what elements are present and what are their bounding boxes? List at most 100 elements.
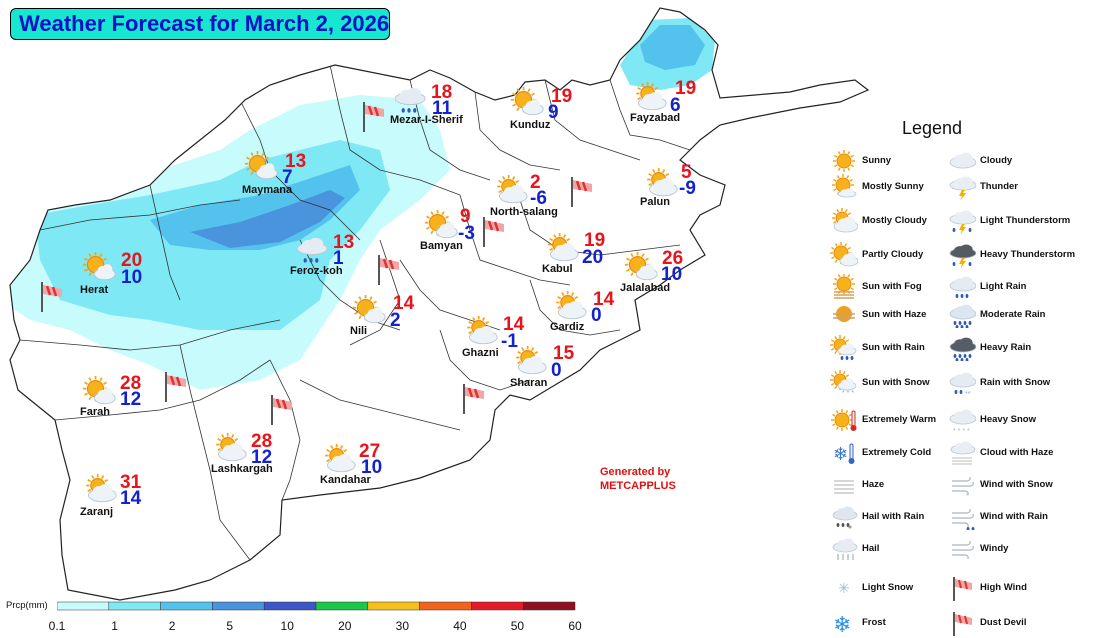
light-rain-icon — [392, 85, 426, 113]
colorbar-segment — [161, 602, 213, 610]
colorbar-segment — [264, 602, 316, 610]
legend-label: Heavy Snow — [980, 414, 1036, 425]
city-label-kunduz: Kunduz — [510, 119, 550, 131]
legend-label: Hail with Rain — [862, 511, 924, 522]
city-label-gardiz: Gardiz — [550, 321, 584, 333]
mostly-cloudy-icon — [213, 433, 247, 461]
legend-item-thunder: Thunder — [948, 174, 1100, 202]
mostly-cloudy-icon — [513, 346, 547, 374]
high-wind-icon — [360, 100, 386, 134]
legend-label: Hail — [862, 543, 879, 554]
legend-item-dust-devil: Dust Devil — [948, 610, 1100, 638]
legend-label: Rain with Snow — [980, 377, 1050, 388]
high-wind-icon — [38, 280, 64, 314]
min-temp-farah: 12 — [120, 391, 141, 409]
city-label-bamyan: Bamyan — [420, 240, 463, 252]
legend-item-heavy-rain: Heavy Rain — [948, 335, 1100, 363]
colorbar-segment — [316, 602, 368, 610]
legend-label: Extremely Cold — [862, 447, 931, 458]
legend-label: Extremely Warm — [862, 414, 936, 425]
colorbar-segment — [471, 602, 523, 610]
legend-label: Heavy Rain — [980, 342, 1031, 353]
partly-cloudy-icon — [424, 210, 458, 238]
legend-label: Mostly Sunny — [862, 181, 924, 192]
legend-label: Cloud with Haze — [980, 447, 1053, 458]
colorbar-tick: 50 — [511, 619, 524, 633]
high-wind-icon — [568, 175, 594, 209]
partly-cloudy-icon — [352, 295, 386, 323]
legend-label: Light Rain — [980, 281, 1026, 292]
legend-label: Sun with Rain — [862, 342, 925, 353]
legend-item-light-thunderstorm: Light Thunderstorm — [948, 208, 1100, 236]
city-label-kabul: Kabul — [542, 263, 573, 275]
partly-cloudy-icon — [624, 252, 658, 280]
min-temp-herat: 10 — [121, 269, 142, 287]
min-temp-kabul: 20 — [582, 249, 603, 267]
high-wind-icon — [480, 215, 506, 249]
legend-item-wind-with-snow: * Wind with Snow — [948, 472, 1100, 500]
legend-label: Sun with Fog — [862, 281, 922, 292]
min-temp-kunduz: 9 — [548, 104, 559, 122]
svg-text:* * *: * * * — [842, 390, 854, 396]
legend-label: Thunder — [980, 181, 1018, 192]
min-temp-sharan: 0 — [551, 362, 562, 380]
legend-item-rain-with-snow: ** Rain with Snow — [948, 370, 1100, 398]
legend-label: Sun with Haze — [862, 309, 926, 320]
colorbar-label: Prcp(mm) — [6, 600, 48, 611]
colorbar-segment — [420, 602, 472, 610]
svg-text:* * * *: * * * * — [953, 428, 970, 433]
high-wind-icon — [375, 253, 401, 287]
colorbar-tick: 20 — [338, 619, 351, 633]
legend-item-light-rain: Light Rain — [948, 274, 1100, 302]
legend-label: Mostly Cloudy — [862, 215, 927, 226]
legend-label: Dust Devil — [980, 617, 1026, 628]
colorbar-tick: 40 — [453, 619, 466, 633]
legend-item-cloudy: Cloudy — [948, 148, 1100, 176]
partly-cloudy-icon — [82, 252, 116, 280]
high-wind-icon — [460, 382, 486, 416]
svg-text:✳: ✳ — [838, 580, 850, 596]
mostly-cloudy-icon — [545, 233, 579, 261]
city-label-ghazni: Ghazni — [462, 347, 499, 359]
generated-by-line2: METCAPPLUS — [600, 479, 676, 493]
legend-label: Wind with Rain — [980, 511, 1048, 522]
colorbar-segment — [523, 602, 575, 610]
legend-item-wind-with-rain: Wind with Rain — [948, 504, 1100, 532]
legend-label: Heavy Thunderstorm — [980, 249, 1075, 260]
min-temp-mezar-i-sherif: 11 — [432, 100, 452, 118]
legend-item-windy: Windy — [948, 536, 1100, 564]
city-label-herat: Herat — [80, 284, 108, 296]
min-temp-gardiz: 0 — [591, 307, 602, 325]
svg-text:❄: ❄ — [833, 612, 851, 636]
legend-label: Cloudy — [980, 155, 1012, 166]
min-temp-kandahar: 10 — [361, 459, 382, 477]
legend-label: Moderate Rain — [980, 309, 1045, 320]
colorbar-tick: 0.1 — [49, 619, 66, 633]
min-temp-north-salang: -6 — [530, 190, 547, 208]
city-label-palun: Palun — [640, 196, 670, 208]
legend-title: Legend — [902, 118, 962, 139]
mostly-cloudy-icon — [464, 316, 498, 344]
city-label-north-salang: North-salang — [490, 206, 558, 218]
generated-by-line1: Generated by — [600, 465, 676, 479]
legend-label: Haze — [862, 479, 884, 490]
high-wind-icon — [162, 370, 188, 404]
city-label-zaranj: Zaranj — [80, 506, 113, 518]
partly-cloudy-icon — [244, 151, 278, 179]
partly-cloudy-icon — [510, 87, 544, 115]
generated-by: Generated by METCAPPLUS — [600, 465, 676, 493]
legend-label: High Wind — [980, 582, 1027, 593]
precipitation-colorbar — [57, 601, 577, 611]
legend-label: Partly Cloudy — [862, 249, 923, 260]
colorbar-tick: 10 — [281, 619, 294, 633]
min-temp-palun: -9 — [679, 180, 696, 198]
min-temp-feroz-koh: 1 — [333, 250, 344, 268]
mostly-cloudy-icon — [644, 168, 678, 196]
colorbar-tick: 2 — [169, 619, 176, 633]
legend-label: Sun with Snow — [862, 377, 930, 388]
colorbar-segment — [57, 602, 109, 610]
legend-label: Frost — [862, 617, 886, 628]
colorbar-tick: 5 — [226, 619, 233, 633]
colorbar-segment — [212, 602, 264, 610]
legend-item-heavy-snow: * * * * Heavy Snow — [948, 407, 1100, 435]
